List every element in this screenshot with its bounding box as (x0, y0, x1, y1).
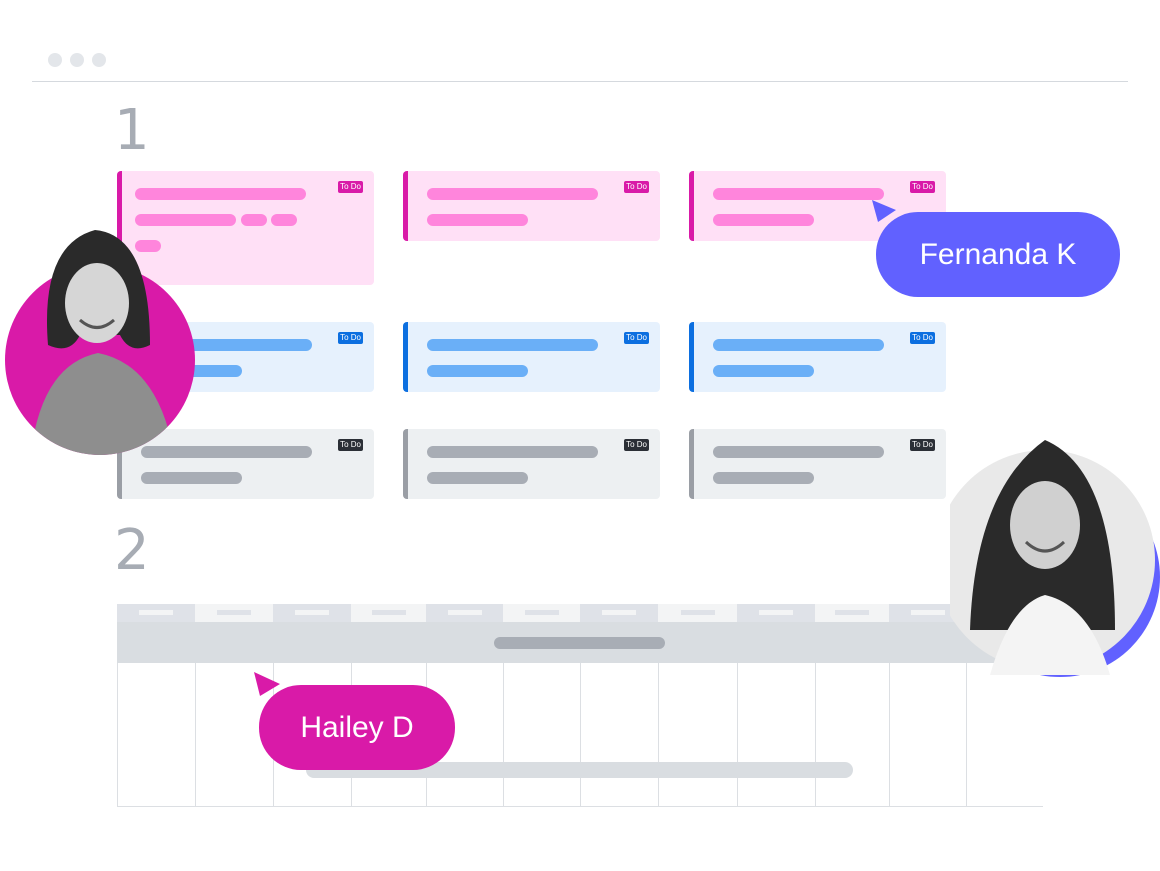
timeline-header-cell (580, 604, 658, 622)
cursor-label-hailey: Hailey D (259, 685, 455, 770)
task-card[interactable]: To Do (403, 171, 660, 241)
status-badge: To Do (338, 439, 363, 451)
task-card[interactable]: To Do (689, 429, 946, 499)
timeline-column (117, 663, 196, 806)
timeline-column (503, 663, 581, 806)
timeline-header-cell (351, 604, 426, 622)
text-placeholder (135, 188, 306, 200)
card-accent (403, 322, 408, 392)
timeline-header-cell (815, 604, 889, 622)
text-placeholder (713, 214, 814, 226)
timeline-header-cell (273, 604, 351, 622)
card-accent (689, 322, 694, 392)
text-placeholder (427, 214, 528, 226)
window-dot (48, 53, 62, 67)
timeline-column (815, 663, 890, 806)
text-placeholder (271, 214, 297, 226)
task-card[interactable]: To Do (117, 429, 374, 499)
window-dot (92, 53, 106, 67)
text-placeholder (713, 472, 814, 484)
card-accent (689, 429, 694, 499)
text-placeholder (427, 339, 598, 351)
card-accent (689, 171, 694, 241)
timeline-header-cell (737, 604, 815, 622)
section-number-1: 1 (114, 98, 150, 163)
timeline-header-cell (426, 604, 503, 622)
text-placeholder (713, 188, 884, 200)
card-accent (403, 171, 408, 241)
text-placeholder (713, 365, 814, 377)
text-placeholder (135, 214, 236, 226)
status-badge: To Do (624, 332, 649, 344)
status-badge: To Do (338, 332, 363, 344)
text-placeholder (427, 446, 598, 458)
timeline-task-bar[interactable] (306, 762, 853, 778)
task-card[interactable]: To Do (403, 429, 660, 499)
status-badge: To Do (624, 439, 649, 451)
status-badge: To Do (910, 181, 935, 193)
status-badge: To Do (624, 181, 649, 193)
timeline-summary-bar[interactable] (494, 637, 665, 649)
timeline-column (658, 663, 738, 806)
text-placeholder (135, 240, 161, 252)
text-placeholder (713, 446, 884, 458)
timeline-header-cell (503, 604, 580, 622)
card-accent (117, 171, 122, 285)
divider (32, 81, 1128, 82)
task-card[interactable]: To Do (403, 322, 660, 392)
cursor-arrow-icon (872, 200, 896, 222)
text-placeholder (427, 472, 528, 484)
text-placeholder (241, 214, 267, 226)
timeline-column (966, 663, 1044, 806)
status-badge: To Do (910, 332, 935, 344)
window-dot (70, 53, 84, 67)
timeline-column (580, 663, 659, 806)
text-placeholder (141, 472, 242, 484)
cursor-label-fernanda: Fernanda K (876, 212, 1120, 297)
task-card[interactable]: To Do (117, 171, 374, 285)
avatar-left (5, 230, 195, 455)
timeline-column (889, 663, 967, 806)
task-card[interactable]: To Do (689, 322, 946, 392)
card-accent (117, 429, 122, 499)
timeline-bottom (117, 806, 1043, 807)
timeline-header-cell (117, 604, 195, 622)
cursor-arrow-icon (254, 672, 280, 696)
text-placeholder (427, 365, 528, 377)
text-placeholder (713, 339, 884, 351)
avatar-right (950, 440, 1160, 677)
section-number-2: 2 (114, 518, 150, 583)
timeline-header-cell (195, 604, 273, 622)
text-placeholder (141, 446, 312, 458)
timeline-column (195, 663, 274, 806)
text-placeholder (427, 188, 598, 200)
status-badge: To Do (910, 439, 935, 451)
card-accent (403, 429, 408, 499)
timeline-header-cell (658, 604, 737, 622)
timeline-column (737, 663, 816, 806)
status-badge: To Do (338, 181, 363, 193)
timeline-header-cell (889, 604, 966, 622)
